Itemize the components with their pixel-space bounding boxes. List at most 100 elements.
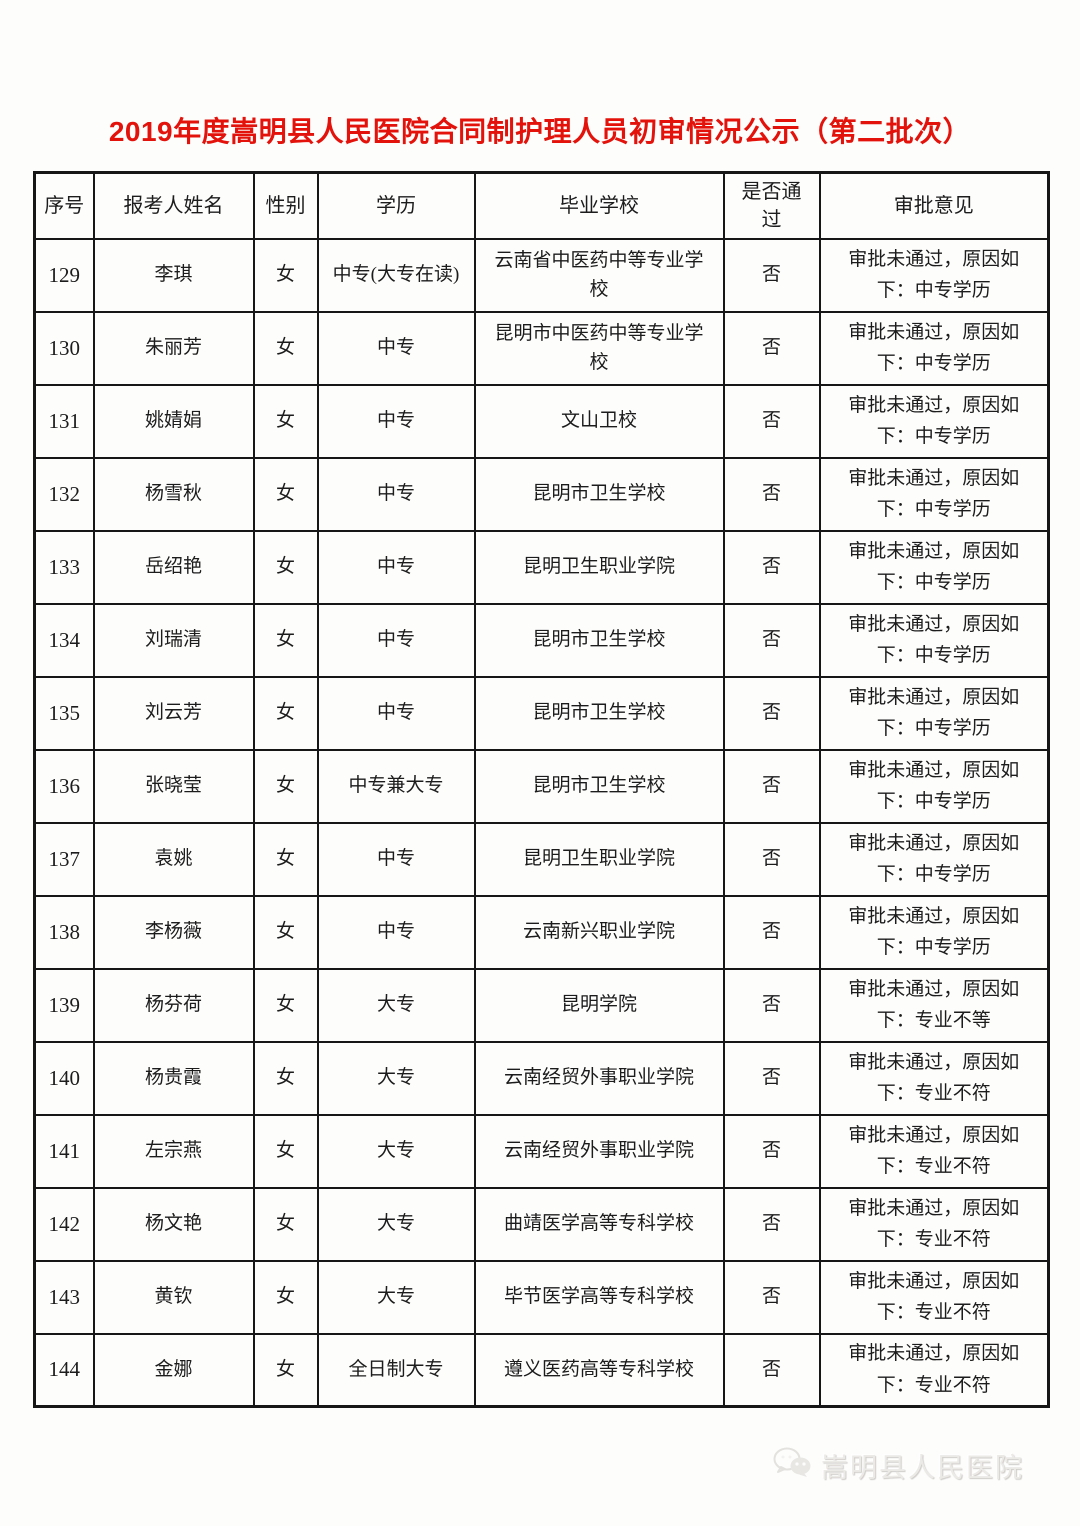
table-row: 144 金娜 女 全日制大专 遵义医药高等专科学校 否 审批未通过，原因如下：专… <box>33 1332 1050 1408</box>
table-row: 131 姚婧娟 女 中专 文山卫校 否 审批未通过，原因如下：中专学历 <box>33 383 1050 459</box>
cell-school: 昆明市卫生学校 <box>473 456 725 532</box>
table-row: 140 杨贵霞 女 大专 云南经贸外事职业学院 否 审批未通过，原因如下：专业不… <box>33 1040 1050 1116</box>
header-row: 序号 报考人姓名 性别 学历 毕业学校 是否通过 审批意见 <box>33 171 1050 240</box>
cell-serial: 143 <box>33 1259 95 1335</box>
cell-education: 中专 <box>316 675 476 751</box>
col-header-school: 毕业学校 <box>473 171 725 240</box>
cell-school: 昆明市卫生学校 <box>473 748 725 824</box>
cell-opinion: 审批未通过，原因如下：中专学历 <box>818 383 1050 459</box>
cell-school: 云南省中医药中等专业学校 <box>473 237 725 313</box>
cell-gender: 女 <box>252 967 319 1043</box>
cell-serial: 138 <box>33 894 95 970</box>
cell-school: 昆明学院 <box>473 967 725 1043</box>
table-row: 136 张晓莹 女 中专兼大专 昆明市卫生学校 否 审批未通过，原因如下：中专学… <box>33 748 1050 824</box>
cell-school: 曲靖医学高等专科学校 <box>473 1186 725 1262</box>
cell-school: 昆明卫生职业学院 <box>473 529 725 605</box>
cell-opinion: 审批未通过，原因如下：中专学历 <box>818 602 1050 678</box>
cell-name: 杨雪秋 <box>92 456 255 532</box>
cell-gender: 女 <box>252 237 319 313</box>
cell-opinion: 审批未通过，原因如下：中专学历 <box>818 675 1050 751</box>
cell-name: 黄钦 <box>92 1259 255 1335</box>
cell-name: 李琪 <box>92 237 255 313</box>
cell-name: 袁姚 <box>92 821 255 897</box>
review-table: 序号 报考人姓名 性别 学历 毕业学校 是否通过 审批意见 129 李琪 女 中… <box>33 171 1050 1408</box>
cell-gender: 女 <box>252 310 319 386</box>
col-header-name: 报考人姓名 <box>92 171 255 240</box>
cell-serial: 136 <box>33 748 95 824</box>
cell-opinion: 审批未通过，原因如下：专业不符 <box>818 1113 1050 1189</box>
table-row: 135 刘云芳 女 中专 昆明市卫生学校 否 审批未通过，原因如下：中专学历 <box>33 675 1050 751</box>
col-header-opinion: 审批意见 <box>818 171 1050 240</box>
cell-opinion: 审批未通过，原因如下：专业不符 <box>818 1259 1050 1335</box>
table-row: 137 袁姚 女 中专 昆明卫生职业学院 否 审批未通过，原因如下：中专学历 <box>33 821 1050 897</box>
cell-education: 中专 <box>316 894 476 970</box>
cell-education: 大专 <box>316 1259 476 1335</box>
cell-opinion: 审批未通过，原因如下：中专学历 <box>818 894 1050 970</box>
wechat-icon <box>773 1446 813 1485</box>
cell-passed: 否 <box>722 1259 821 1335</box>
cell-gender: 女 <box>252 1186 319 1262</box>
cell-education: 全日制大专 <box>316 1332 476 1408</box>
cell-passed: 否 <box>722 894 821 970</box>
cell-serial: 133 <box>33 529 95 605</box>
cell-passed: 否 <box>722 1040 821 1116</box>
cell-gender: 女 <box>252 1113 319 1189</box>
cell-school: 昆明卫生职业学院 <box>473 821 725 897</box>
cell-name: 刘云芳 <box>92 675 255 751</box>
cell-serial: 142 <box>33 1186 95 1262</box>
cell-name: 金娜 <box>92 1332 255 1408</box>
cell-passed: 否 <box>722 310 821 386</box>
cell-opinion: 审批未通过，原因如下：中专学历 <box>818 237 1050 313</box>
cell-opinion: 审批未通过，原因如下：中专学历 <box>818 748 1050 824</box>
cell-passed: 否 <box>722 529 821 605</box>
cell-school: 昆明市卫生学校 <box>473 675 725 751</box>
cell-passed: 否 <box>722 1186 821 1262</box>
cell-gender: 女 <box>252 1332 319 1408</box>
cell-passed: 否 <box>722 383 821 459</box>
watermark-text: 嵩明县人民医院 <box>821 1453 1024 1483</box>
cell-education: 中专 <box>316 529 476 605</box>
cell-education: 中专 <box>316 602 476 678</box>
cell-education: 中专(大专在读) <box>316 237 476 313</box>
cell-gender: 女 <box>252 748 319 824</box>
cell-gender: 女 <box>252 1040 319 1116</box>
cell-name: 姚婧娟 <box>92 383 255 459</box>
col-header-serial: 序号 <box>33 171 95 240</box>
table-row: 134 刘瑞清 女 中专 昆明市卫生学校 否 审批未通过，原因如下：中专学历 <box>33 602 1050 678</box>
cell-serial: 131 <box>33 383 95 459</box>
cell-school: 云南新兴职业学院 <box>473 894 725 970</box>
cell-serial: 132 <box>33 456 95 532</box>
cell-serial: 139 <box>33 967 95 1043</box>
cell-opinion: 审批未通过，原因如下：中专学历 <box>818 821 1050 897</box>
cell-school: 遵义医药高等专科学校 <box>473 1332 725 1408</box>
cell-gender: 女 <box>252 383 319 459</box>
page-title: 2019年度嵩明县人民医院合同制护理人员初审情况公示（第二批次） <box>108 116 972 147</box>
cell-serial: 135 <box>33 675 95 751</box>
table-row: 132 杨雪秋 女 中专 昆明市卫生学校 否 审批未通过，原因如下：中专学历 <box>33 456 1050 532</box>
cell-gender: 女 <box>252 529 319 605</box>
cell-opinion: 审批未通过，原因如下：中专学历 <box>818 456 1050 532</box>
table-row: 129 李琪 女 中专(大专在读) 云南省中医药中等专业学校 否 审批未通过，原… <box>33 237 1050 313</box>
cell-name: 左宗燕 <box>92 1113 255 1189</box>
cell-passed: 否 <box>722 237 821 313</box>
cell-serial: 130 <box>33 310 95 386</box>
col-header-gender: 性别 <box>252 171 319 240</box>
cell-name: 李杨薇 <box>92 894 255 970</box>
cell-school: 文山卫校 <box>473 383 725 459</box>
cell-school: 昆明市中医药中等专业学校 <box>473 310 725 386</box>
cell-name: 杨文艳 <box>92 1186 255 1262</box>
table-row: 141 左宗燕 女 大专 云南经贸外事职业学院 否 审批未通过，原因如下：专业不… <box>33 1113 1050 1189</box>
table-body: 129 李琪 女 中专(大专在读) 云南省中医药中等专业学校 否 审批未通过，原… <box>33 237 1050 1408</box>
cell-opinion: 审批未通过，原因如下：中专学历 <box>818 310 1050 386</box>
cell-school: 云南经贸外事职业学院 <box>473 1040 725 1116</box>
col-header-passed-label: 是否通过 <box>741 180 802 231</box>
cell-gender: 女 <box>252 894 319 970</box>
cell-serial: 144 <box>33 1332 95 1408</box>
cell-opinion: 审批未通过，原因如下：专业不符 <box>818 1332 1050 1408</box>
table-header: 序号 报考人姓名 性别 学历 毕业学校 是否通过 审批意见 <box>33 171 1050 240</box>
cell-gender: 女 <box>252 1259 319 1335</box>
cell-passed: 否 <box>722 456 821 532</box>
table-row: 139 杨芬荷 女 大专 昆明学院 否 审批未通过，原因如下：专业不等 <box>33 967 1050 1043</box>
cell-gender: 女 <box>252 456 319 532</box>
table-row: 138 李杨薇 女 中专 云南新兴职业学院 否 审批未通过，原因如下：中专学历 <box>33 894 1050 970</box>
